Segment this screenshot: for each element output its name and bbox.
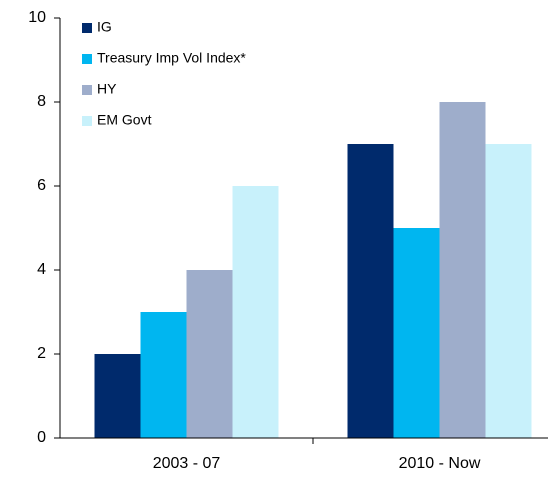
legend-swatch [82,23,92,33]
legend-label: HY [97,81,117,97]
bar [347,144,394,438]
bar [439,102,486,438]
legend-swatch [82,85,92,95]
y-tick-label: 2 [37,345,46,362]
y-tick-label: 4 [37,261,46,278]
bar [186,270,233,438]
x-tick-label: 2010 - Now [399,455,481,472]
legend-label: IG [97,19,112,35]
bar [485,144,532,438]
legend-swatch [82,116,92,126]
y-tick-label: 8 [37,93,46,110]
bar [393,228,440,438]
legend-label: EM Govt [97,112,152,128]
bar [94,354,141,438]
y-tick-label: 10 [28,9,46,26]
x-tick-label: 2003 - 07 [153,455,221,472]
bar [232,186,279,438]
y-tick-label: 6 [37,177,46,194]
y-tick-label: 0 [37,429,46,446]
bar [140,312,187,438]
legend-label: Treasury Imp Vol Index* [97,50,246,66]
legend-swatch [82,54,92,64]
